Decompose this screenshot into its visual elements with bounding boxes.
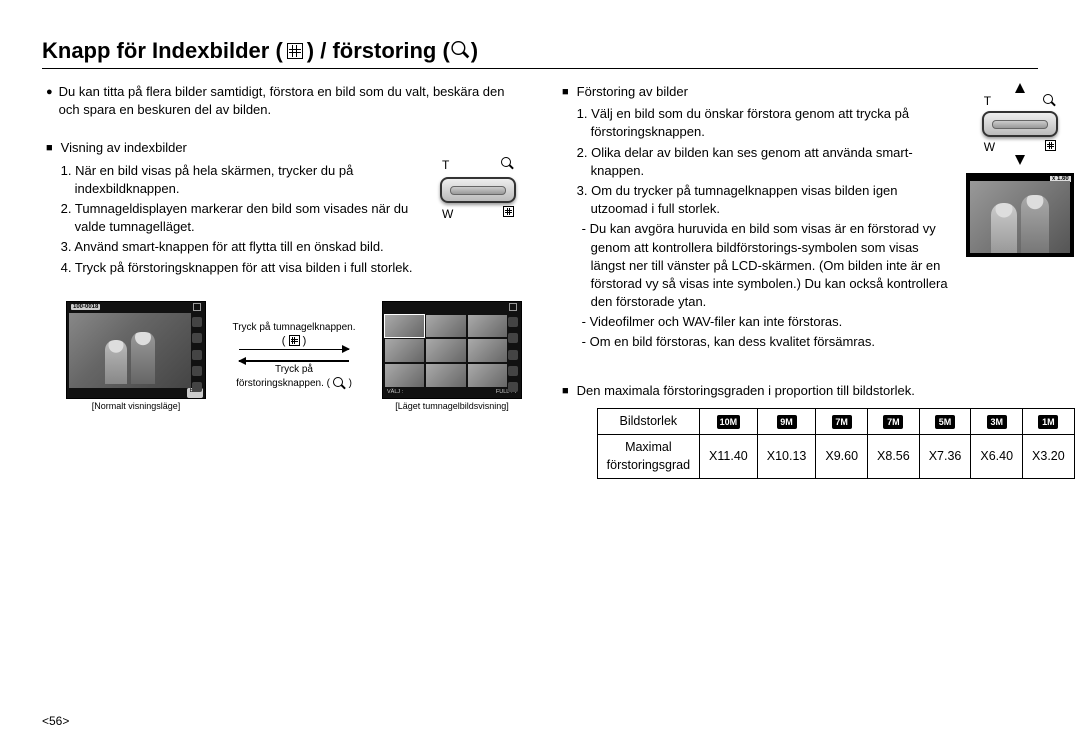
arrow-top-label: Tryck på tumnagelknappen. bbox=[232, 322, 355, 333]
max-zoom-table: Bildstorlek 10M 9M 7M 7M 5M 3M 1M Maxima… bbox=[597, 408, 1075, 480]
paren-r: ) bbox=[303, 335, 307, 347]
lcd-zoom-view: x 1.60 bbox=[966, 173, 1074, 257]
zoom-cell: X8.56 bbox=[868, 435, 920, 479]
arrow-bot-label-2a: förstoringsknappen. ( bbox=[236, 378, 330, 389]
arrow-bot-label-1: Tryck på bbox=[275, 364, 313, 375]
table-row1-label: Bildstorlek bbox=[597, 408, 699, 435]
rocker-t-label: T bbox=[442, 157, 449, 174]
zoom-cell: X10.13 bbox=[757, 435, 816, 479]
size-badge: 10M bbox=[717, 415, 741, 430]
size-badge: 9M bbox=[777, 415, 797, 430]
lcd1-filetag: 100-0018 bbox=[71, 304, 100, 310]
lcd-normal-view: 100-0018 Edit bbox=[66, 301, 206, 399]
thumbnail-grid-icon bbox=[503, 206, 514, 217]
right-step-1: 1. Välj en bild som du önskar förstora g… bbox=[591, 105, 955, 141]
size-badge: 3M bbox=[987, 415, 1007, 430]
title-text-1: Knapp för Indexbilder ( bbox=[42, 38, 283, 64]
thumbnail-grid-icon bbox=[1045, 140, 1056, 151]
magnify-icon bbox=[501, 157, 514, 170]
thumbnail-grid-icon bbox=[289, 335, 300, 346]
lcd1-caption: [Normalt visningsläge] bbox=[66, 401, 206, 411]
right-step-2: 2. Olika delar av bilden kan ses genom a… bbox=[591, 144, 955, 180]
intro-text: Du kan titta på flera bilder samtidigt, … bbox=[59, 83, 522, 119]
section-marker-icon: ■ bbox=[562, 382, 569, 480]
left-step-4: 4. Tryck på förstoringsknappen för att v… bbox=[75, 259, 422, 277]
rocker-w-label: W bbox=[984, 140, 995, 154]
right-step-3: 3. Om du trycker på tumnagelknappen visa… bbox=[591, 182, 955, 218]
bullet-icon: ● bbox=[46, 83, 53, 119]
zoom-rocker-diagram: T W bbox=[434, 157, 522, 223]
zoom-cell: X3.20 bbox=[1023, 435, 1075, 479]
size-badge: 7M bbox=[883, 415, 903, 430]
right-section-heading: Förstoring av bilder bbox=[577, 83, 955, 101]
rocker-t-label: T bbox=[984, 94, 991, 108]
section-marker-icon: ■ bbox=[46, 139, 53, 278]
magnify-icon bbox=[1043, 94, 1056, 107]
right-sub-3: - Om en bild förstoras, kan dess kvalite… bbox=[577, 333, 955, 351]
mode-switch-arrows: Tryck på tumnagelknappen. ( ) Tryck på f… bbox=[214, 322, 374, 390]
right-sub-2: - Videofilmer och WAV-filer kan inte för… bbox=[577, 313, 955, 331]
left-step-2: 2. Tumnageldisplayen markerar den bild s… bbox=[75, 200, 422, 236]
lcd2-caption: [Läget tumnagelbildsvisning] bbox=[382, 401, 522, 411]
title-text-3: ) bbox=[471, 38, 478, 64]
lcd-thumbnail-view: x VÄLJ :FULL : T bbox=[382, 301, 522, 399]
paren-l: ( bbox=[282, 335, 286, 347]
arrow-bot-label-2b: ) bbox=[349, 378, 352, 389]
lcd2-bl: VÄLJ : bbox=[387, 389, 403, 398]
thumbnail-grid-icon bbox=[287, 43, 303, 59]
zoom-cell: X9.60 bbox=[816, 435, 868, 479]
right-column: ■ Förstoring av bilder 1. Välj en bild s… bbox=[558, 83, 1075, 479]
size-badge: 5M bbox=[935, 415, 955, 430]
magnify-icon bbox=[333, 377, 346, 390]
magnify-icon bbox=[454, 45, 467, 58]
left-section-heading: Visning av indexbilder bbox=[61, 139, 422, 157]
zoom-cell: X6.40 bbox=[971, 435, 1023, 479]
zoom-cell: X11.40 bbox=[700, 435, 758, 479]
left-step-1: 1. När en bild visas på hela skärmen, tr… bbox=[75, 162, 422, 198]
size-badge: 7M bbox=[832, 415, 852, 430]
page-number: <56> bbox=[42, 714, 69, 728]
zoom-cell: X7.36 bbox=[919, 435, 971, 479]
page-title: Knapp för Indexbilder ( ) / förstoring (… bbox=[42, 38, 1038, 69]
right-sub-1: - Du kan avgöra huruvida en bild som vis… bbox=[577, 220, 955, 311]
right-section2-heading: Den maximala förstoringsgraden i proport… bbox=[577, 382, 1075, 400]
table-row2-label: Maximal förstoringsgrad bbox=[597, 435, 699, 479]
display-illustration-row: 100-0018 Edit [Normalt visningsläge] Try… bbox=[66, 301, 522, 411]
left-step-3: 3. Använd smart-knappen för att flytta t… bbox=[75, 238, 422, 256]
size-badge: 1M bbox=[1038, 415, 1058, 430]
title-text-2: ) / förstoring ( bbox=[307, 38, 450, 64]
zoom-side-illustration: T W x 1.60 bbox=[965, 83, 1075, 257]
section-marker-icon: ■ bbox=[562, 83, 569, 354]
rocker-w-label: W bbox=[442, 206, 453, 223]
left-column: ● Du kan titta på flera bilder samtidigt… bbox=[42, 83, 522, 479]
